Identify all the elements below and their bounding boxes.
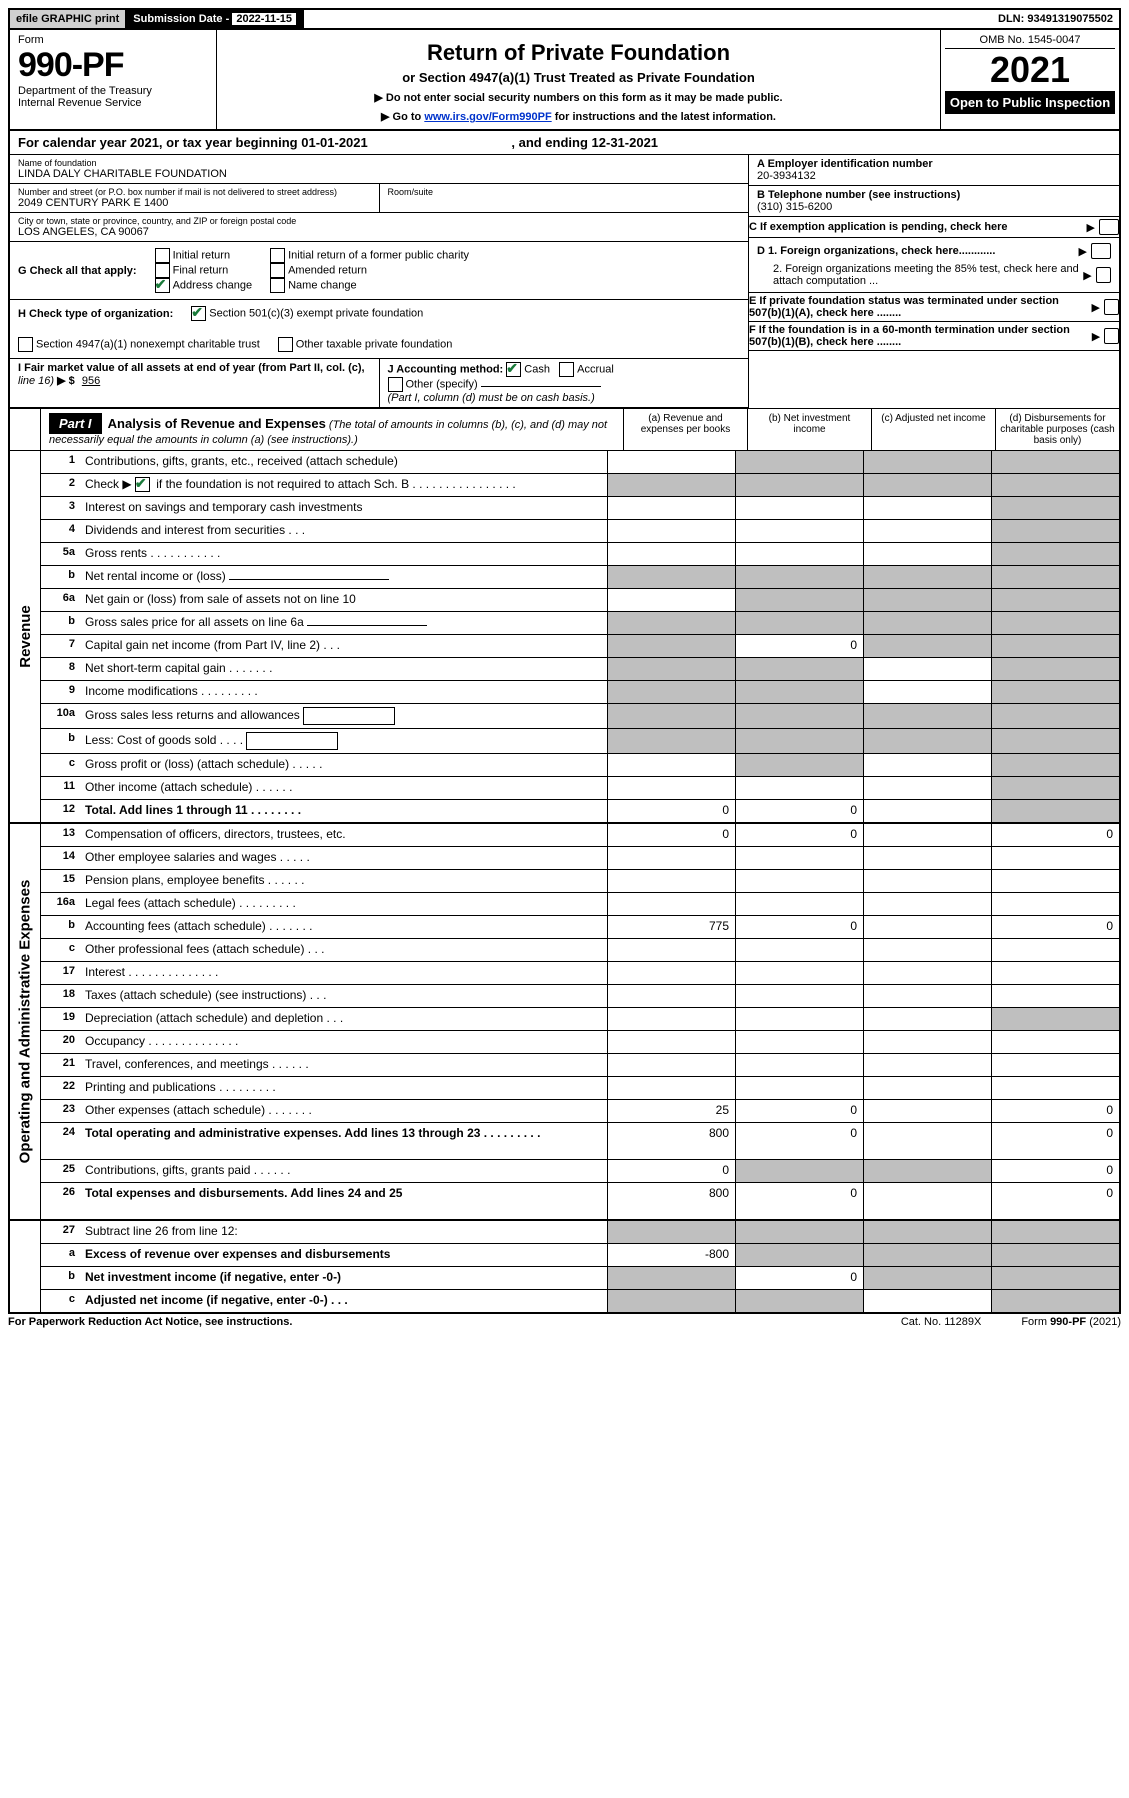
ck-60-month[interactable] — [1104, 328, 1119, 344]
revenue-section: Revenue 1Contributions, gifts, grants, e… — [8, 451, 1121, 824]
form-number: 990-PF — [18, 46, 208, 85]
part1-tag: Part I — [49, 413, 102, 434]
name-label: Name of foundation — [18, 158, 740, 168]
open-to-public: Open to Public Inspection — [945, 91, 1115, 114]
col-a-header: (a) Revenue and expenses per books — [623, 409, 747, 450]
ck-initial-former[interactable] — [270, 248, 285, 263]
dept-line-2: Internal Revenue Service — [18, 97, 208, 109]
ein-value: 20-3934132 — [757, 170, 1111, 182]
e-label: E If private foundation status was termi… — [749, 295, 1087, 319]
ck-status-terminated[interactable] — [1104, 299, 1119, 315]
form-title: Return of Private Foundation — [227, 40, 930, 66]
entity-info: Name of foundation LINDA DALY CHARITABLE… — [8, 155, 1121, 408]
col-b-header: (b) Net investment income — [747, 409, 871, 450]
phone-value: (310) 315-6200 — [757, 201, 1111, 213]
h-label: H Check type of organization: — [18, 308, 173, 320]
irs-link[interactable]: www.irs.gov/Form990PF — [424, 111, 551, 123]
ck-foreign-85[interactable] — [1096, 267, 1111, 283]
ck-exemption-pending[interactable] — [1099, 219, 1119, 235]
i-label: I Fair market value of all assets at end… — [18, 362, 365, 374]
room-label: Room/suite — [388, 187, 741, 197]
ck-other-method[interactable] — [388, 377, 403, 392]
instruction-2-pre: ▶ Go to — [381, 111, 424, 123]
h-section: H Check type of organization: Section 50… — [10, 300, 748, 359]
d1-label: D 1. Foreign organizations, check here..… — [757, 245, 995, 257]
efile-print-button[interactable]: efile GRAPHIC print — [10, 10, 127, 28]
c-label: C If exemption application is pending, c… — [749, 221, 1008, 233]
ck-initial-return[interactable] — [155, 248, 170, 263]
submission-date-value: 2022-11-15 — [232, 13, 296, 25]
dln-value: DLN: 93491319075502 — [992, 10, 1119, 28]
form-word: Form — [18, 34, 208, 46]
instruction-1: ▶ Do not enter social security numbers o… — [227, 91, 930, 104]
fmv-value: 956 — [78, 375, 130, 387]
g-label: G Check all that apply: — [18, 265, 137, 277]
ck-other-taxable[interactable] — [278, 337, 293, 352]
instruction-2-post: for instructions and the latest informat… — [555, 111, 776, 123]
form-header: Form 990-PF Department of the Treasury I… — [8, 30, 1121, 131]
footer-form-ref: Form 990-PF (2021) — [1021, 1316, 1121, 1328]
ein-label: A Employer identification number — [757, 158, 1111, 170]
foundation-name: LINDA DALY CHARITABLE FOUNDATION — [18, 168, 740, 180]
expenses-side-label: Operating and Administrative Expenses — [10, 824, 41, 1219]
j-note: (Part I, column (d) must be on cash basi… — [388, 392, 741, 404]
footer-left: For Paperwork Reduction Act Notice, see … — [8, 1316, 292, 1328]
omb-number: OMB No. 1545-0047 — [945, 34, 1115, 49]
footer-cat-no: Cat. No. 11289X — [901, 1316, 982, 1328]
ck-amended[interactable] — [270, 263, 285, 278]
calendar-year-row: For calendar year 2021, or tax year begi… — [8, 131, 1121, 155]
col-d-header: (d) Disbursements for charitable purpose… — [995, 409, 1119, 450]
top-bar: efile GRAPHIC print Submission Date - 20… — [8, 8, 1121, 30]
ck-address-change[interactable] — [155, 278, 170, 293]
phone-label: B Telephone number (see instructions) — [757, 189, 1111, 201]
ck-cash[interactable] — [506, 362, 521, 377]
revenue-side-label: Revenue — [10, 451, 41, 822]
expenses-section: Operating and Administrative Expenses 13… — [8, 824, 1121, 1221]
f-label: F If the foundation is in a 60-month ter… — [749, 324, 1088, 348]
tax-year: 2021 — [945, 49, 1115, 91]
ck-501c3[interactable] — [191, 306, 206, 321]
city-label: City or town, state or province, country… — [18, 216, 740, 226]
submission-date-label: Submission Date - 2022-11-15 — [127, 10, 304, 28]
address-label: Number and street (or P.O. box number if… — [18, 187, 371, 197]
address-value: 2049 CENTURY PARK E 1400 — [18, 197, 371, 209]
ck-foreign-org[interactable] — [1091, 243, 1111, 259]
page-footer: For Paperwork Reduction Act Notice, see … — [8, 1314, 1121, 1328]
line-27-section: 27Subtract line 26 from line 12: aExcess… — [8, 1221, 1121, 1314]
ck-name-change[interactable] — [270, 278, 285, 293]
form-subtitle: or Section 4947(a)(1) Trust Treated as P… — [227, 70, 930, 85]
ck-4947[interactable] — [18, 337, 33, 352]
city-value: LOS ANGELES, CA 90067 — [18, 226, 740, 238]
part1-header: Part I Analysis of Revenue and Expenses … — [8, 408, 1121, 451]
ck-sch-b[interactable] — [135, 477, 150, 492]
part1-title: Analysis of Revenue and Expenses — [108, 416, 326, 431]
d2-label: 2. Foreign organizations meeting the 85%… — [757, 263, 1079, 287]
ck-accrual[interactable] — [559, 362, 574, 377]
col-c-header: (c) Adjusted net income — [871, 409, 995, 450]
g-section: G Check all that apply: Initial return F… — [10, 242, 748, 300]
dept-line-1: Department of the Treasury — [18, 85, 208, 97]
j-label: J Accounting method: — [388, 363, 504, 375]
